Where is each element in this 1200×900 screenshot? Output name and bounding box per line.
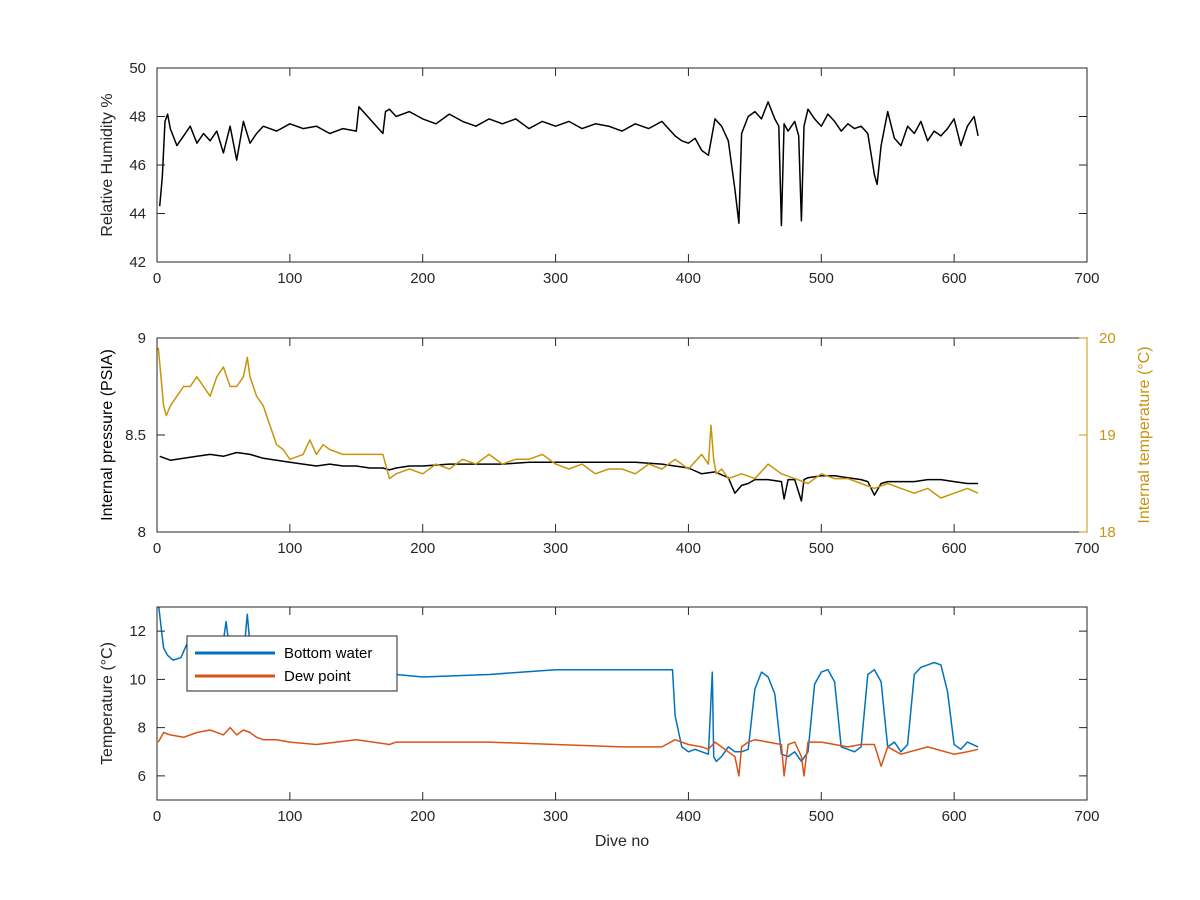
x-tick-label: 100 (277, 540, 302, 557)
axes-box (156, 67, 1088, 263)
y-tick-label: 8 (138, 524, 146, 541)
y-tick-label: 42 (129, 254, 146, 271)
y-tick-label: 12 (129, 623, 146, 640)
x-tick-label: 300 (543, 540, 568, 557)
axes-box (156, 606, 1088, 801)
y-tick-label: 8 (138, 720, 146, 737)
legend: Bottom water Dew point (186, 635, 398, 692)
y-axis-label: Relative Humidity % (99, 93, 116, 236)
x-tick-label: 600 (942, 270, 967, 287)
x-tick-label: 300 (543, 808, 568, 825)
legend-label: Bottom water (284, 645, 372, 662)
series-line-pressure-temperature-1 (157, 347, 979, 499)
y-tick-label: 10 (129, 671, 146, 688)
x-tick-label: 100 (277, 808, 302, 825)
x-tick-label: 600 (942, 808, 967, 825)
chart-pressure-temperature: 0 100 200 300 400 500 600 700 8 8.5 9 18 19 20 Interna… (99, 330, 1153, 557)
y-right-tick-label: 18 (1099, 524, 1116, 541)
y-tick-label: 46 (129, 157, 146, 174)
y-tick-label: 6 (138, 768, 146, 785)
y-tick-label: 8.5 (125, 427, 146, 444)
x-tick-label: 200 (410, 540, 435, 557)
x-tick-label: 100 (277, 270, 302, 287)
series-dew-point (157, 726, 979, 777)
x-tick-label: 700 (1074, 808, 1099, 825)
x-tick-label: 600 (942, 540, 967, 557)
y-axis-label: Internal pressure (PSIA) (99, 349, 116, 521)
x-tick-label: 400 (676, 808, 701, 825)
y-tick-label: 9 (138, 330, 146, 347)
y-tick-label: 44 (129, 206, 146, 223)
x-tick-label: 200 (410, 808, 435, 825)
y-tick-label: 50 (129, 60, 146, 77)
y-right-tick-label: 19 (1099, 427, 1116, 444)
chart-humidity: 0 100 200 300 400 500 600 700 42 44 46 48 50 Relative… (99, 60, 1100, 287)
x-tick-label: 700 (1074, 270, 1099, 287)
x-tick-label: 0 (153, 540, 161, 557)
y-right-tick-label: 20 (1099, 330, 1116, 347)
series-line-humidity-0 (158, 101, 979, 227)
x-tick-label: 200 (410, 270, 435, 287)
x-tick-label: 300 (543, 270, 568, 287)
axes-box (156, 337, 1088, 533)
legend-label: Dew point (284, 668, 352, 685)
x-tick-label: 400 (676, 540, 701, 557)
x-tick-label: 400 (676, 270, 701, 287)
series-line-pressure-temperature-0 (159, 451, 979, 502)
x-tick-label: 500 (809, 270, 834, 287)
chart-temperature: 0 100 200 300 400 500 600 700 6 8 10 12 Temperature … (99, 606, 1100, 850)
y-tick-label: 48 (129, 109, 146, 126)
x-tick-label: 0 (153, 808, 161, 825)
x-tick-label: 0 (153, 270, 161, 287)
legend-box (186, 635, 398, 692)
y-axis-label: Temperature (°C) (99, 642, 116, 765)
x-tick-label: 500 (809, 808, 834, 825)
x-tick-label: 500 (809, 540, 834, 557)
x-tick-label: 700 (1074, 540, 1099, 557)
x-axis-label: Dive no (595, 833, 649, 850)
y-right-axis-label: Internal temperature (°C) (1136, 346, 1153, 523)
